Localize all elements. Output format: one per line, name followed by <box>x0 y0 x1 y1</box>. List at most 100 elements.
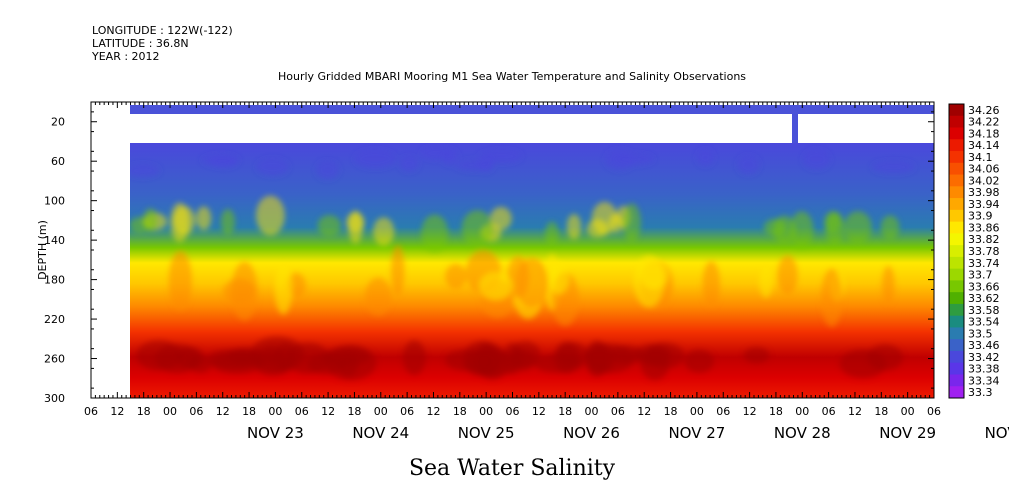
field-texture <box>373 217 395 246</box>
field-texture <box>201 154 240 166</box>
latitude-label: LATITUDE : 36.8N <box>92 37 189 50</box>
x-hour-label: 06 <box>927 405 941 418</box>
field-texture <box>881 265 895 304</box>
field-texture <box>585 340 609 377</box>
x-day-label: NOV 30 <box>985 424 1009 442</box>
colorbar-label: 33.62 <box>968 292 1000 305</box>
colorbar-swatch <box>949 233 964 246</box>
x-hour-label: 06 <box>400 405 414 418</box>
x-hour-label: 12 <box>743 405 757 418</box>
x-hour-label: 12 <box>532 405 546 418</box>
x-hour-label: 00 <box>585 405 599 418</box>
x-day-label: NOV 27 <box>668 424 725 442</box>
colorbar-label: 33.98 <box>968 186 1000 199</box>
colorbar-label: 33.86 <box>968 221 1000 234</box>
field-texture <box>143 208 158 233</box>
x-hour-label: 06 <box>295 405 309 418</box>
data-column-segment <box>792 114 798 143</box>
x-hour-label: 18 <box>558 405 572 418</box>
field-texture <box>479 272 513 300</box>
colorbar-label: 33.46 <box>968 339 1000 352</box>
field-texture <box>196 206 212 231</box>
x-hour-label: 00 <box>795 405 809 418</box>
y-tick-label: 140 <box>44 234 65 247</box>
x-hour-label: 06 <box>506 405 520 418</box>
colorbar-swatch <box>949 268 964 281</box>
year-label: YEAR : 2012 <box>91 50 160 63</box>
colorbar-swatch <box>949 374 964 387</box>
field-texture <box>825 211 845 246</box>
x-hour-label: 00 <box>163 405 177 418</box>
x-axis: 06 12 18 00 06 12 18 00 06 12 18 00 06 12 18 00 06 12 18 00… <box>84 102 1009 442</box>
colorbar-label: 33.74 <box>968 257 1000 270</box>
colorbar-label: 33.78 <box>968 245 1000 258</box>
x-hour-label: 18 <box>453 405 467 418</box>
x-day-label: NOV 24 <box>352 424 409 442</box>
colorbar-swatch <box>949 303 964 317</box>
colorbar-label: 33.7 <box>968 269 993 282</box>
x-hour-label: 00 <box>901 405 915 418</box>
x-hour-label: 12 <box>110 405 124 418</box>
x-hour-label: 00 <box>690 405 704 418</box>
field-texture <box>702 260 721 308</box>
colorbar-label: 33.38 <box>968 363 1000 376</box>
surface-data-strip <box>130 105 934 114</box>
field-texture <box>763 218 787 237</box>
field-texture <box>790 211 814 250</box>
colorbar-swatch <box>949 339 964 352</box>
field-texture <box>759 266 774 298</box>
colorbar-swatch <box>949 139 964 152</box>
field-texture <box>136 340 182 371</box>
x-day-label: NOV 26 <box>563 424 620 442</box>
field-texture <box>591 201 618 235</box>
colorbar-label: 33.42 <box>968 351 1000 364</box>
longitude-label: LONGITUDE : 122W(-122) <box>92 24 233 37</box>
field-texture <box>880 215 900 240</box>
field-texture <box>737 155 760 175</box>
colorbar-label: 34.02 <box>968 174 1000 187</box>
field-texture <box>274 263 293 315</box>
field-texture <box>365 277 392 316</box>
colorbar-swatch <box>949 315 964 328</box>
x-hour-label: 12 <box>426 405 440 418</box>
colorbar-swatch <box>949 198 964 211</box>
colorbar-label: 33.54 <box>968 316 1000 329</box>
field-texture <box>168 250 192 311</box>
colorbar-label: 33.9 <box>968 210 993 223</box>
colorbar-label: 33.66 <box>968 280 1000 293</box>
x-day-label: NOV 23 <box>247 424 304 442</box>
x-hour-label: 12 <box>637 405 651 418</box>
colorbar-label: 34.1 <box>968 151 993 164</box>
field-texture <box>821 268 843 327</box>
salinity-field <box>130 143 934 398</box>
x-hour-label: 18 <box>242 405 256 418</box>
field-texture <box>639 259 669 290</box>
field-texture <box>391 245 405 296</box>
y-axis-title: DEPTH (m) <box>36 220 49 280</box>
colorbar-swatch <box>949 221 964 234</box>
colorbar-frame <box>948 103 965 399</box>
x-hour-label: 18 <box>664 405 678 418</box>
x-hour-label: 06 <box>822 405 836 418</box>
x-hour-label: 12 <box>848 405 862 418</box>
x-hour-label: 18 <box>347 405 361 418</box>
colorbar-label: 34.22 <box>968 116 1000 129</box>
colorbar-label: 34.06 <box>968 163 1000 176</box>
field-texture <box>566 213 582 240</box>
colorbar-swatch <box>949 151 964 164</box>
field-texture <box>445 263 467 289</box>
x-hour-label: 18 <box>874 405 888 418</box>
colorbar-label: 33.3 <box>968 386 993 399</box>
colorbar-swatch <box>949 350 964 364</box>
field-texture <box>256 158 289 176</box>
y-tick-label: 260 <box>44 353 65 366</box>
x-hour-label: 06 <box>716 405 730 418</box>
y-tick-label: 20 <box>51 116 65 129</box>
colorbar-swatch <box>949 174 964 187</box>
field-texture <box>285 342 331 374</box>
y-tick-label: 300 <box>44 392 65 405</box>
field-texture <box>354 149 396 169</box>
field-texture <box>533 353 585 373</box>
colorbar-swatch <box>949 162 964 176</box>
